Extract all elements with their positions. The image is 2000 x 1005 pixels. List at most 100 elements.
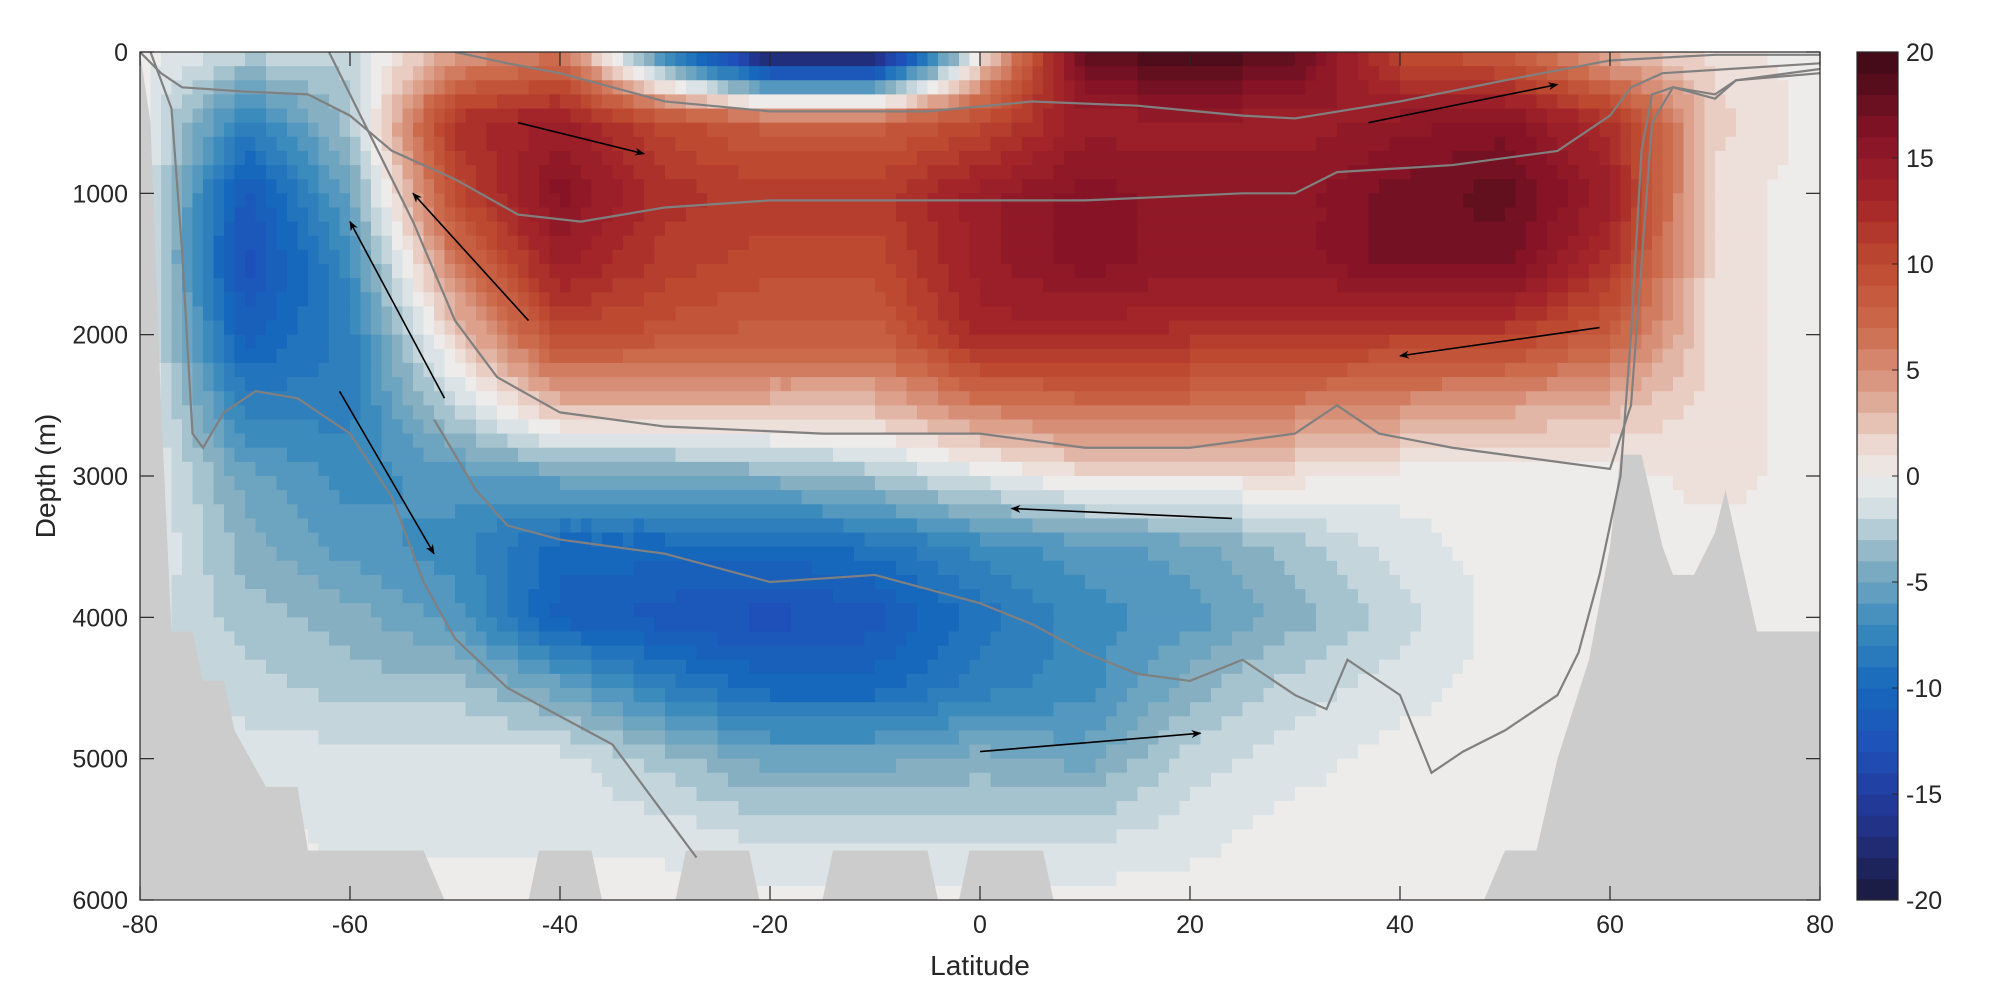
heatmap-cell	[780, 829, 792, 845]
heatmap-cell	[1001, 249, 1013, 265]
heatmap-cell	[1001, 292, 1013, 307]
heatmap-cell	[717, 249, 729, 265]
heatmap-cell	[759, 560, 771, 576]
heatmap-cell	[266, 518, 278, 534]
heatmap-cell	[675, 264, 687, 279]
heatmap-cell	[602, 673, 614, 689]
heatmap-cell	[476, 843, 488, 859]
heatmap-cell	[644, 546, 656, 562]
heatmap-cell	[182, 264, 194, 279]
heatmap-cell	[1001, 461, 1013, 477]
heatmap-cell	[539, 221, 551, 237]
heatmap-cell	[465, 320, 477, 336]
heatmap-cell	[917, 504, 929, 519]
heatmap-cell	[581, 108, 593, 124]
heatmap-cell	[770, 702, 782, 717]
heatmap-cell	[780, 52, 792, 67]
heatmap-cell	[654, 52, 666, 67]
heatmap-cell	[329, 278, 341, 293]
heatmap-cell	[959, 362, 971, 378]
heatmap-cell	[465, 786, 477, 802]
heatmap-cell	[266, 688, 278, 703]
heatmap-cell	[948, 207, 960, 223]
heatmap-cell	[612, 786, 624, 802]
heatmap-cell	[686, 716, 698, 731]
heatmap-cell	[287, 716, 299, 731]
heatmap-cell	[1001, 66, 1013, 81]
heatmap-cell	[581, 377, 593, 392]
heatmap-cell	[812, 645, 824, 661]
heatmap-cell	[161, 348, 173, 364]
heatmap-cell	[854, 306, 866, 322]
heatmap-cell	[759, 80, 771, 95]
heatmap-cell	[833, 716, 845, 731]
heatmap-cell	[654, 80, 666, 95]
heatmap-cell	[843, 574, 855, 590]
heatmap-cell	[969, 348, 981, 364]
heatmap-cell	[917, 786, 929, 802]
heatmap-cell	[203, 122, 215, 138]
heatmap-cell	[465, 801, 477, 816]
heatmap-cell	[224, 518, 236, 534]
heatmap-cell	[612, 560, 624, 576]
heatmap-cell	[665, 278, 677, 293]
heatmap-cell	[287, 772, 299, 788]
heatmap-cell	[255, 532, 267, 548]
heatmap-cell	[255, 518, 267, 534]
heatmap-cell	[245, 278, 257, 293]
heatmap-cell	[980, 786, 992, 802]
heatmap-cell	[308, 546, 320, 562]
heatmap-cell	[864, 532, 876, 548]
heatmap-cell	[486, 94, 498, 110]
heatmap-cell	[728, 320, 740, 336]
heatmap-cell	[465, 405, 477, 421]
heatmap-cell	[686, 815, 698, 830]
heatmap-cell	[413, 80, 425, 95]
heatmap-cell	[507, 66, 519, 81]
heatmap-cell	[486, 673, 498, 689]
heatmap-cell	[822, 546, 834, 562]
heatmap-cell	[339, 433, 351, 449]
heatmap-cell	[906, 801, 918, 816]
heatmap-cell	[875, 150, 887, 166]
heatmap-cell	[234, 207, 246, 223]
heatmap-cell	[1011, 80, 1023, 95]
heatmap-cell	[381, 122, 393, 138]
heatmap-cell	[612, 574, 624, 590]
heatmap-cell	[602, 165, 614, 180]
heatmap-cell	[990, 334, 1002, 350]
heatmap-cell	[633, 702, 645, 717]
heatmap-cell	[497, 673, 509, 689]
heatmap-cell	[423, 179, 435, 194]
heatmap-cell	[801, 673, 813, 689]
heatmap-cell	[308, 52, 320, 67]
heatmap-cell	[602, 801, 614, 816]
heatmap-cell	[917, 80, 929, 95]
heatmap-cell	[717, 320, 729, 336]
heatmap-cell	[822, 221, 834, 237]
heatmap-cell	[224, 377, 236, 392]
heatmap-cell	[801, 476, 813, 491]
heatmap-cell	[717, 702, 729, 717]
heatmap-cell	[381, 193, 393, 209]
heatmap-cell	[1001, 221, 1013, 237]
heatmap-cell	[686, 433, 698, 449]
heatmap-cell	[833, 122, 845, 138]
heatmap-cell	[875, 631, 887, 647]
heatmap-cell	[455, 815, 467, 830]
heatmap-cell	[350, 94, 362, 110]
heatmap-cell	[906, 165, 918, 180]
heatmap-cell	[885, 829, 897, 845]
heatmap-cell	[822, 504, 834, 519]
heatmap-cell	[507, 560, 519, 576]
heatmap-cell	[738, 744, 750, 760]
heatmap-cell	[560, 702, 572, 717]
heatmap-cell	[192, 546, 204, 562]
heatmap-cell	[329, 108, 341, 124]
heatmap-cell	[822, 490, 834, 505]
heatmap-cell	[738, 447, 750, 463]
heatmap-cell	[770, 66, 782, 81]
heatmap-cell	[665, 617, 677, 633]
heatmap-cell	[245, 603, 257, 618]
heatmap-cell	[476, 645, 488, 661]
